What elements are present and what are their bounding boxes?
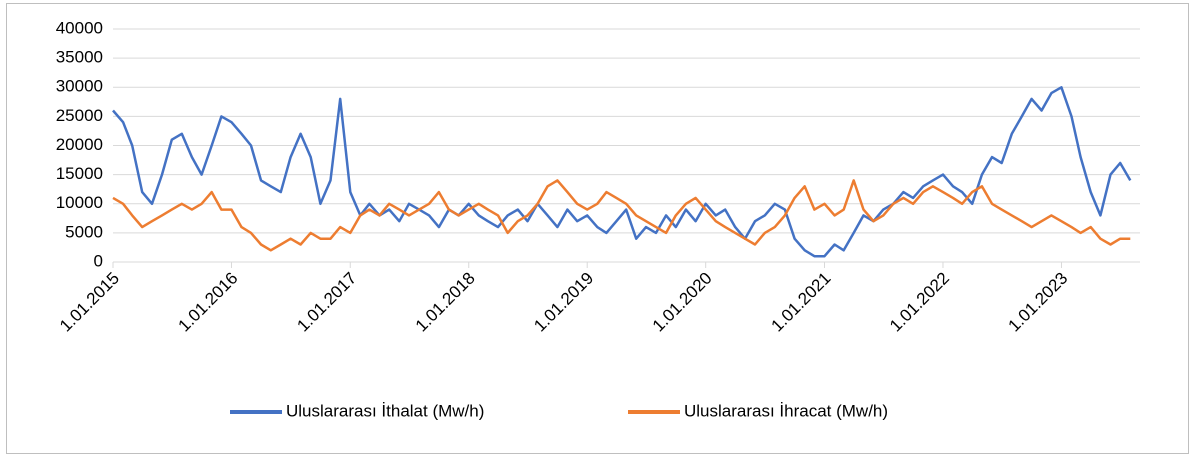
legend-label: Uluslararası İhracat (Mw/h) <box>684 401 888 420</box>
y-tick-label: 5000 <box>65 222 103 241</box>
y-tick-label: 20000 <box>56 135 103 154</box>
y-tick-label: 40000 <box>56 18 103 37</box>
y-tick-label: 0 <box>94 251 103 270</box>
y-tick-label: 10000 <box>56 193 103 212</box>
legend-label: Uluslararası İthalat (Mw/h) <box>286 401 484 420</box>
y-tick-label: 25000 <box>56 106 103 125</box>
y-tick-label: 15000 <box>56 164 103 183</box>
y-tick-label: 30000 <box>56 77 103 96</box>
y-tick-label: 35000 <box>56 48 103 67</box>
series-line <box>112 179 1131 252</box>
series-line <box>112 86 1132 258</box>
